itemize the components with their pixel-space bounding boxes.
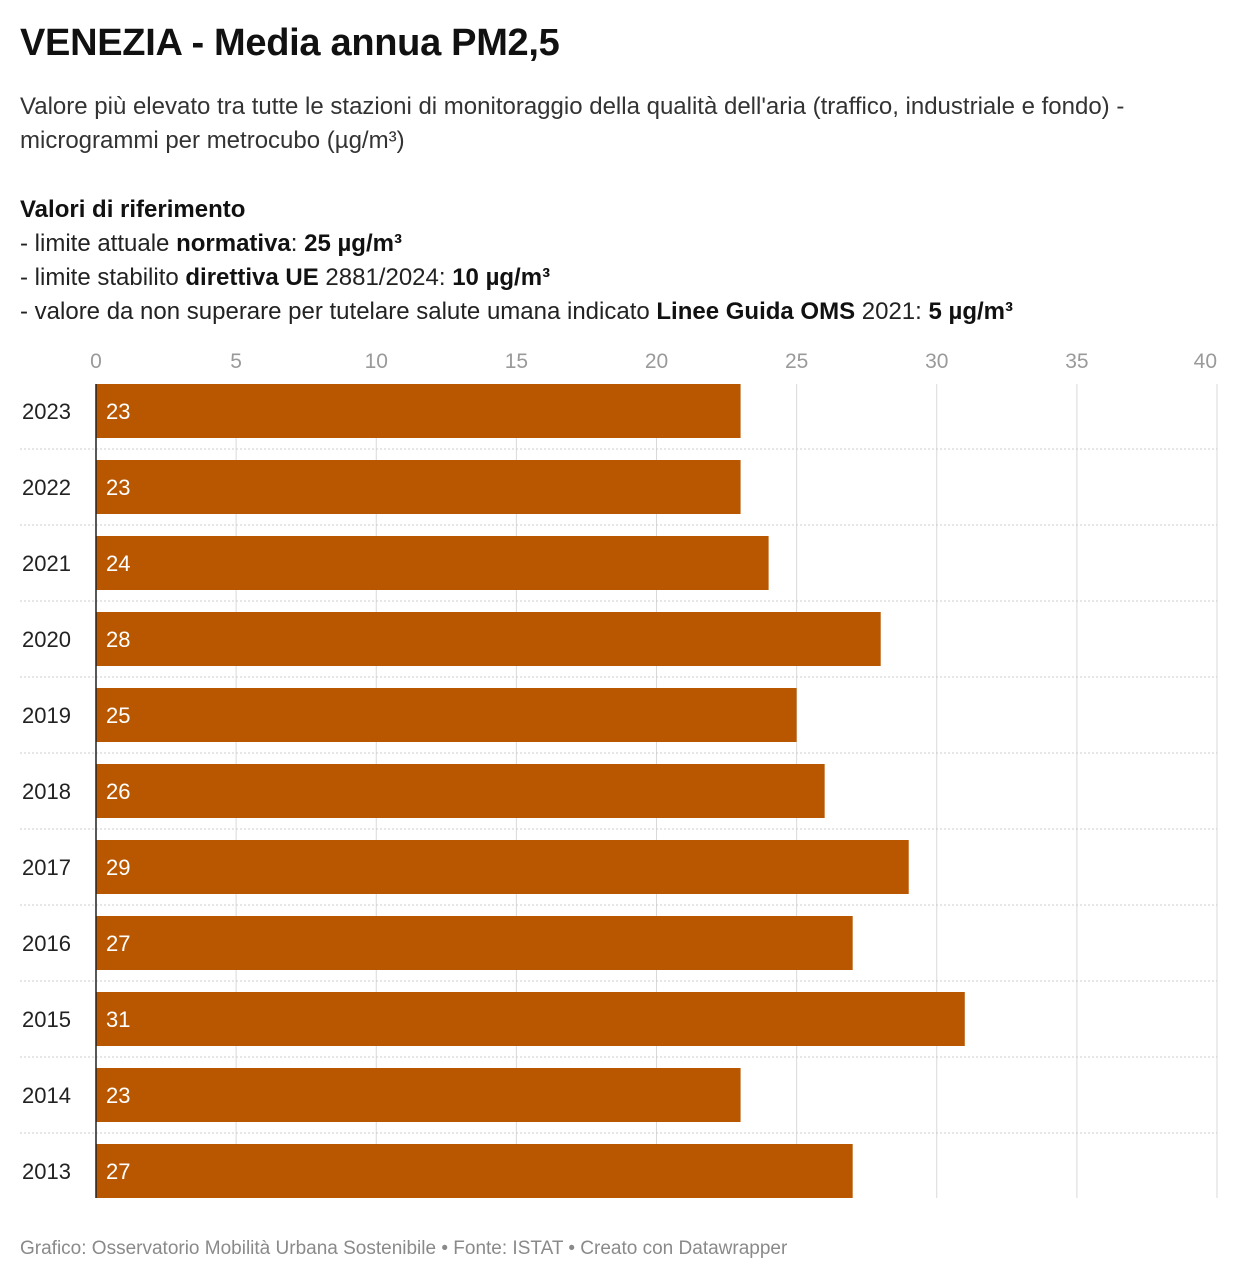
reference-line-normativa-value: 25 µg/m³ <box>304 230 402 257</box>
category-label: 2016 <box>22 931 71 956</box>
bar-value-label: 28 <box>106 627 130 652</box>
reference-line-direttiva-value: 10 µg/m³ <box>452 264 551 291</box>
reference-line-oms-mid: 2021: <box>855 298 929 325</box>
reference-line-normativa: - limite attuale normativa: 25 µg/m³ <box>20 227 1220 261</box>
reference-line-normativa-sep: : <box>290 230 305 257</box>
bar-value-label: 23 <box>106 1083 130 1108</box>
reference-line-oms-label: Linee Guida OMS <box>656 298 856 325</box>
x-tick-label: 20 <box>645 350 668 373</box>
category-label: 2018 <box>22 779 71 804</box>
category-label: 2013 <box>22 1159 71 1184</box>
category-label: 2014 <box>22 1083 71 1108</box>
reference-line-direttiva: - limite stabilito direttiva UE 2881/202… <box>20 261 1220 295</box>
reference-line-oms: - valore da non superare per tutelare sa… <box>20 295 1220 329</box>
bar-value-label: 24 <box>106 551 130 576</box>
bar-value-label: 29 <box>106 855 130 880</box>
category-label: 2019 <box>22 703 71 728</box>
bar <box>96 916 853 970</box>
reference-values: Valori di riferimento - limite attuale n… <box>20 193 1220 329</box>
x-tick-label: 15 <box>505 350 528 373</box>
reference-line-oms-prefix: - valore da non superare per tutelare sa… <box>20 298 657 325</box>
category-label: 2017 <box>22 855 71 880</box>
category-label: 2015 <box>22 1007 71 1032</box>
reference-line-normativa-label: normativa <box>176 230 291 257</box>
chart-footer: Grafico: Osservatorio Mobilità Urbana So… <box>20 1238 788 1259</box>
reference-line-direttiva-prefix: - limite stabilito <box>20 264 186 291</box>
bar-value-label: 25 <box>106 703 130 728</box>
bar <box>96 992 965 1046</box>
x-tick-label: 35 <box>1065 350 1088 373</box>
x-tick-label: 25 <box>785 350 808 373</box>
bar <box>96 460 741 514</box>
category-label: 2022 <box>22 475 71 500</box>
bar <box>96 612 881 666</box>
x-tick-label: 5 <box>230 350 242 373</box>
chart-subtitle: Valore più elevato tra tutte le stazioni… <box>20 93 1125 154</box>
bar-value-label: 23 <box>106 475 130 500</box>
category-label: 2023 <box>22 399 71 424</box>
bar-value-label: 26 <box>106 779 130 804</box>
bar <box>96 688 797 742</box>
reference-heading-text: Valori di riferimento <box>20 196 246 223</box>
x-tick-label: 30 <box>925 350 948 373</box>
bar-value-label: 31 <box>106 1007 130 1032</box>
x-tick-label: 10 <box>365 350 388 373</box>
category-label: 2020 <box>22 627 71 652</box>
bar <box>96 764 825 818</box>
reference-line-oms-value: 5 µg/m³ <box>928 298 1014 325</box>
chart-title: VENEZIA - Media annua PM2,5 <box>20 22 560 64</box>
bar-chart: 0 5 10 15 20 25 30 35 40 2023 23 2022 23 2021 24 2020 28… <box>20 350 1218 1198</box>
bar <box>96 1144 853 1198</box>
x-tick-label: 40 <box>1194 350 1217 373</box>
reference-heading: Valori di riferimento <box>20 193 1220 227</box>
bar-value-label: 23 <box>106 399 130 424</box>
bar-value-label: 27 <box>106 1159 130 1184</box>
reference-line-normativa-prefix: - limite attuale <box>20 230 177 257</box>
reference-line-direttiva-mid: 2881/2024: <box>318 264 453 291</box>
category-label: 2021 <box>22 551 71 576</box>
bar <box>96 1068 741 1122</box>
bar-value-label: 27 <box>106 931 130 956</box>
x-tick-label: 0 <box>90 350 102 373</box>
bar <box>96 840 909 894</box>
reference-line-direttiva-label: direttiva UE <box>185 264 319 291</box>
bar <box>96 384 741 438</box>
bar <box>96 536 769 590</box>
